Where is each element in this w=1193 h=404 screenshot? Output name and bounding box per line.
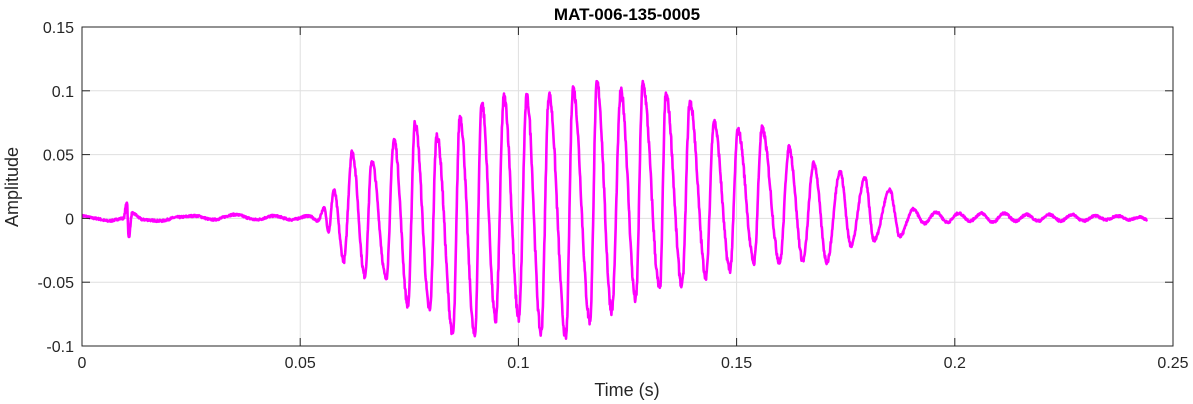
x-tick-label: 0.25 xyxy=(1157,355,1188,372)
x-axis-label: Time (s) xyxy=(594,380,659,400)
chart-title: MAT-006-135-0005 xyxy=(554,5,700,24)
y-tick-label: 0.05 xyxy=(43,148,74,165)
axes-box xyxy=(81,26,1174,347)
y-tick-label: 0.1 xyxy=(52,84,74,101)
signal-line xyxy=(82,79,1148,341)
y-tick-label: -0.1 xyxy=(46,339,74,356)
x-tick-label: 0.15 xyxy=(721,355,752,372)
x-tick-label: 0.1 xyxy=(507,355,529,372)
y-tick-label: -0.05 xyxy=(38,275,75,292)
signal-series xyxy=(82,79,1148,341)
ticks: 0 0.05 0.1 0.15 0.2 0.25 -0.1 -0.05 0 0.05 0.1 0.15 xyxy=(38,20,1189,372)
y-tick-label: 0 xyxy=(65,211,74,228)
x-tick-label: 0 xyxy=(78,355,87,372)
x-tick-label: 0.2 xyxy=(944,355,966,372)
y-tick-label: 0.15 xyxy=(43,20,74,37)
x-tick-label: 0.05 xyxy=(285,355,316,372)
y-axis-label: Amplitude xyxy=(2,147,22,227)
